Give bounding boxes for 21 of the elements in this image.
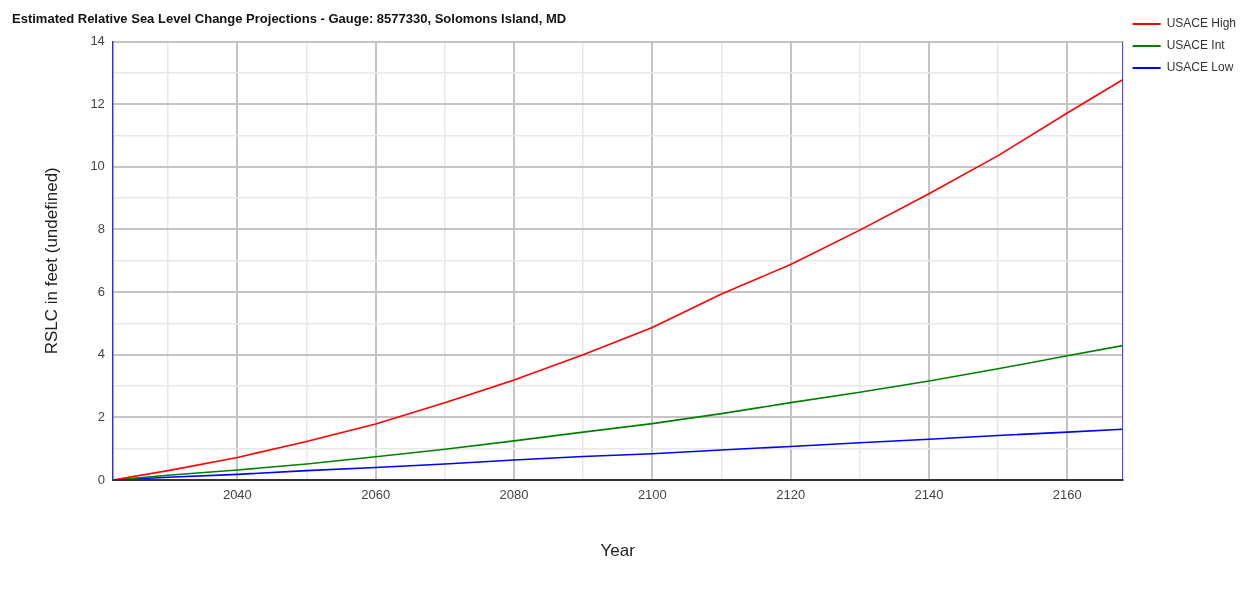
y-tick-label: 12 bbox=[90, 95, 105, 111]
y-tick-label: 14 bbox=[90, 33, 105, 49]
chart-title: Estimated Relative Sea Level Change Projections - Gauge: 8577330, Solomons Island, MD bbox=[12, 11, 567, 27]
y-tick-label: 4 bbox=[97, 346, 105, 362]
legend-label: USACE Int bbox=[1166, 38, 1226, 53]
y-tick-label: 6 bbox=[97, 283, 105, 299]
y-tick-label: 0 bbox=[97, 471, 105, 487]
y-axis-title: RSLC in feet (undefined) bbox=[41, 167, 61, 355]
y-tick-label: 10 bbox=[90, 158, 105, 174]
x-axis-title: Year bbox=[600, 541, 636, 561]
x-tick-label: 2040 bbox=[222, 487, 252, 503]
legend-label: USACE High bbox=[1166, 16, 1236, 31]
x-tick-label: 2160 bbox=[1052, 487, 1082, 503]
legend-label: USACE Low bbox=[1166, 60, 1234, 75]
y-tick-label: 8 bbox=[97, 221, 105, 237]
x-tick-label: 2140 bbox=[914, 487, 944, 503]
x-tick-label: 2100 bbox=[637, 487, 667, 503]
y-tick-label: 2 bbox=[97, 408, 105, 424]
x-tick-label: 2060 bbox=[361, 487, 391, 503]
x-tick-label: 2120 bbox=[776, 487, 806, 503]
x-tick-label: 2080 bbox=[499, 487, 529, 503]
